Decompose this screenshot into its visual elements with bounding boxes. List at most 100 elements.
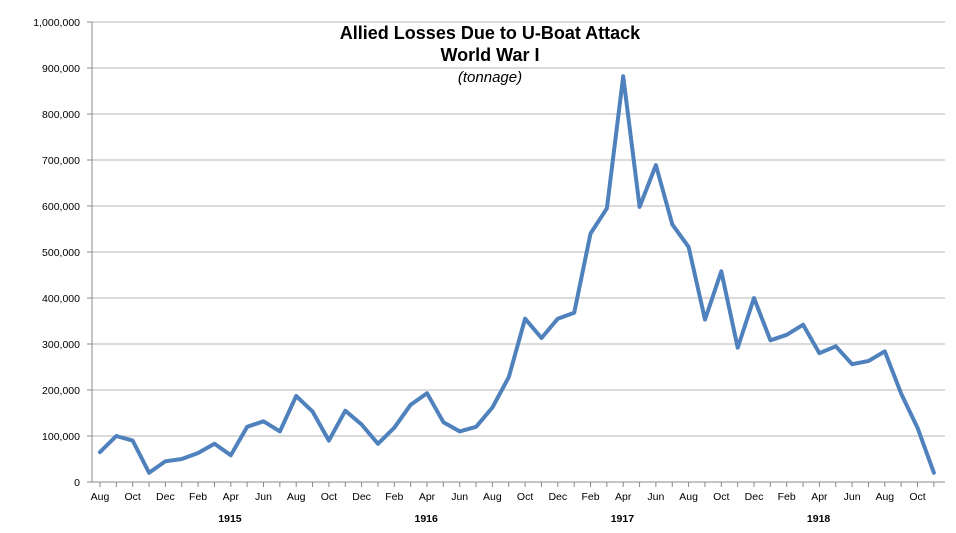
year-label: 1918 bbox=[807, 513, 831, 525]
y-tick-labels: 0 100,000 200,000 300,000 400,000 500,000 600,… bbox=[33, 17, 80, 489]
data-point bbox=[752, 296, 756, 300]
data-point bbox=[834, 344, 838, 348]
data-point bbox=[605, 206, 609, 210]
data-point bbox=[294, 394, 298, 398]
x-tick-label: Oct bbox=[125, 491, 141, 503]
year-label: 1916 bbox=[414, 513, 438, 525]
data-point bbox=[376, 442, 380, 446]
x-tick-label: Apr bbox=[223, 491, 240, 503]
data-point bbox=[801, 323, 805, 327]
data-point bbox=[474, 425, 478, 429]
data-point bbox=[687, 245, 691, 249]
x-tick-label: Jun bbox=[255, 491, 272, 503]
y-tick-label: 200,000 bbox=[42, 385, 80, 397]
gridlines bbox=[92, 21, 945, 437]
data-point bbox=[621, 74, 625, 78]
data-point bbox=[245, 425, 249, 429]
x-tick-label: Jun bbox=[844, 491, 861, 503]
data-point bbox=[147, 471, 151, 475]
data-point bbox=[899, 392, 903, 396]
data-point bbox=[507, 375, 511, 379]
data-point bbox=[572, 311, 576, 315]
data-point bbox=[719, 269, 723, 273]
y-tick-label: 300,000 bbox=[42, 339, 80, 351]
x-tick-label: Jun bbox=[451, 491, 468, 503]
x-tick-label: Aug bbox=[287, 491, 306, 503]
data-point bbox=[638, 205, 642, 209]
data-point bbox=[458, 429, 462, 433]
x-tick-label: Feb bbox=[189, 491, 207, 503]
data-point bbox=[539, 336, 543, 340]
x-tick-label: Aug bbox=[483, 491, 502, 503]
year-labels: 1915 1916 1917 1918 bbox=[218, 513, 830, 525]
x-tick-label: Aug bbox=[91, 491, 110, 503]
y-tick-label: 100,000 bbox=[42, 431, 80, 443]
data-point bbox=[212, 442, 216, 446]
data-point bbox=[768, 338, 772, 342]
x-tick-label: Dec bbox=[156, 491, 175, 503]
x-tick-label: Feb bbox=[581, 491, 599, 503]
x-tick-label: Oct bbox=[909, 491, 925, 503]
data-point bbox=[163, 459, 167, 463]
data-point bbox=[589, 232, 593, 236]
x-tick-label: Jun bbox=[647, 491, 664, 503]
data-point bbox=[425, 391, 429, 395]
x-tick-label: Oct bbox=[321, 491, 337, 503]
y-tick-label: 800,000 bbox=[42, 109, 80, 121]
data-point bbox=[490, 405, 494, 409]
x-tick-label: Oct bbox=[713, 491, 729, 503]
data-point bbox=[850, 362, 854, 366]
data-point bbox=[311, 410, 315, 414]
data-point bbox=[278, 429, 282, 433]
data-point bbox=[736, 346, 740, 350]
y-tick-label: 700,000 bbox=[42, 155, 80, 167]
x-tick-label: Feb bbox=[778, 491, 796, 503]
data-point bbox=[114, 434, 118, 438]
data-point bbox=[441, 420, 445, 424]
y-tick-label: 400,000 bbox=[42, 293, 80, 305]
x-tick-label: Oct bbox=[517, 491, 533, 503]
year-label: 1917 bbox=[611, 513, 635, 525]
data-point bbox=[327, 439, 331, 443]
data-point bbox=[817, 351, 821, 355]
data-point bbox=[932, 471, 936, 475]
y-tick-label: 0 bbox=[74, 477, 80, 489]
data-point bbox=[654, 163, 658, 167]
data-point bbox=[343, 409, 347, 413]
data-point bbox=[916, 426, 920, 430]
data-point bbox=[866, 359, 870, 363]
year-label: 1915 bbox=[218, 513, 242, 525]
data-point bbox=[883, 349, 887, 353]
x-tick-label: Aug bbox=[679, 491, 698, 503]
x-tick-label: Dec bbox=[548, 491, 567, 503]
x-tick-label: Apr bbox=[419, 491, 436, 503]
axes bbox=[87, 21, 945, 487]
data-point bbox=[785, 333, 789, 337]
data-point bbox=[196, 451, 200, 455]
x-tick-label: Apr bbox=[811, 491, 828, 503]
y-tick-label: 500,000 bbox=[42, 247, 80, 259]
data-point bbox=[98, 450, 102, 454]
data-point bbox=[556, 317, 560, 321]
x-tick-label: Feb bbox=[385, 491, 403, 503]
x-tick-label: Dec bbox=[745, 491, 764, 503]
data-point bbox=[392, 426, 396, 430]
data-point bbox=[131, 439, 135, 443]
data-point bbox=[670, 222, 674, 226]
y-tick-label: 1,000,000 bbox=[33, 17, 80, 29]
data-point bbox=[360, 423, 364, 427]
x-tick-labels: Aug Oct Dec Feb Apr Jun Aug Oct Dec Feb Apr Jun Aug O… bbox=[91, 491, 926, 503]
data-point bbox=[229, 453, 233, 457]
data-point bbox=[262, 419, 266, 423]
y-tick-label: 600,000 bbox=[42, 201, 80, 213]
x-tick-label: Dec bbox=[352, 491, 371, 503]
series-line bbox=[98, 74, 936, 475]
x-tick-label: Aug bbox=[875, 491, 894, 503]
series bbox=[98, 74, 936, 475]
data-point bbox=[409, 403, 413, 407]
x-tick-label: Apr bbox=[615, 491, 632, 503]
data-point bbox=[523, 317, 527, 321]
y-tick-label: 900,000 bbox=[42, 63, 80, 75]
